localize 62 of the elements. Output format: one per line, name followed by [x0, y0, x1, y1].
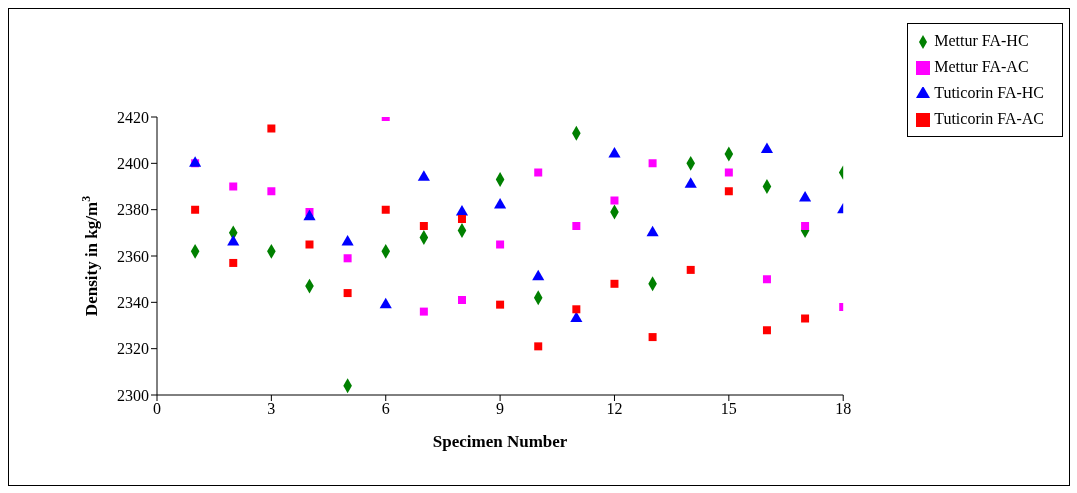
x-tick-label: 6: [381, 400, 390, 418]
x-tick-label: 15: [720, 400, 737, 418]
legend-label: Mettur FA-HC: [934, 32, 1029, 49]
point: [532, 269, 545, 281]
legend-label: Tuticorin FA-HC: [934, 84, 1044, 101]
point: [762, 275, 771, 284]
point: [610, 196, 619, 205]
point: [801, 314, 810, 323]
point: [572, 305, 581, 314]
x-tick-label: 18: [835, 400, 852, 418]
x-tick-label: 12: [606, 400, 623, 418]
point: [341, 235, 354, 246]
point: [762, 326, 771, 335]
point: [457, 296, 466, 305]
point: [343, 254, 352, 263]
point: [496, 240, 505, 249]
point: [684, 177, 697, 188]
y-tick-label: 2380: [117, 201, 149, 219]
point: [608, 147, 621, 158]
point: [419, 221, 428, 230]
point: [799, 191, 812, 202]
point: [379, 297, 392, 309]
legend-label: Mettur FA-AC: [934, 58, 1029, 75]
point: [801, 221, 810, 230]
point: [455, 204, 469, 216]
x-tick-label: 9: [496, 400, 505, 418]
point: [534, 342, 543, 351]
point: [227, 235, 240, 246]
point: [494, 198, 507, 209]
x-axis-title: Specimen Number: [432, 432, 568, 451]
point: [724, 187, 733, 196]
point: [648, 333, 657, 342]
point: [229, 258, 238, 267]
point: [646, 225, 659, 237]
point: [419, 307, 428, 316]
point: [724, 168, 733, 177]
point: [267, 187, 276, 196]
point: [303, 209, 316, 221]
point: [686, 265, 695, 274]
x-tick-label: 0: [153, 400, 161, 418]
point: [610, 279, 619, 288]
point: [534, 168, 543, 177]
y-tick-label: 2300: [117, 386, 149, 404]
point: [496, 300, 505, 309]
point: [267, 124, 276, 133]
point: [305, 240, 314, 249]
point: [457, 214, 466, 223]
point: [191, 205, 200, 214]
point: [343, 289, 352, 298]
point: [648, 159, 657, 168]
y-tick-label: 2400: [117, 155, 149, 173]
point: [760, 142, 774, 153]
legend-label: Tuticorin FA-AC: [934, 110, 1044, 127]
x-tick-label: 3: [267, 400, 276, 418]
y-tick-label: 2360: [117, 247, 149, 265]
point: [229, 182, 238, 191]
point: [572, 221, 581, 230]
y-tick-label: 2420: [117, 108, 149, 126]
point: [417, 170, 430, 181]
y-tick-label: 2340: [117, 294, 149, 312]
y-tick-label: 2320: [117, 340, 149, 358]
point: [381, 205, 390, 214]
